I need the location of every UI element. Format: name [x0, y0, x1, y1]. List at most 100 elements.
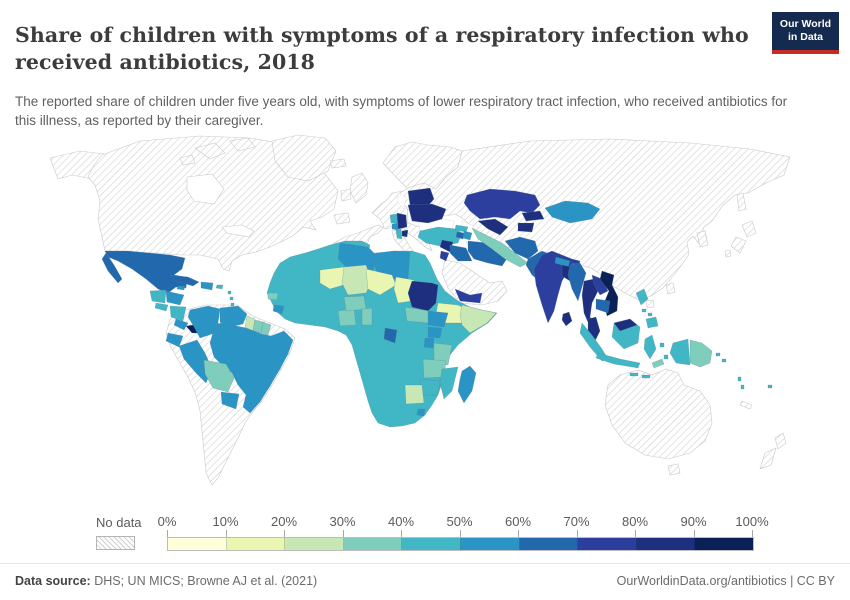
country-myanmar[interactable]	[567, 262, 587, 302]
country-somalia[interactable]	[459, 304, 497, 334]
region-tasmania[interactable]	[667, 463, 681, 476]
country-indonesia-java[interactable]	[595, 352, 641, 369]
country-togo-benin[interactable]	[361, 307, 373, 326]
country-botswana[interactable]	[404, 384, 425, 405]
legend-colorbar[interactable]	[167, 537, 754, 551]
country-mongolia[interactable]	[544, 200, 601, 224]
country-belarus[interactable]	[407, 187, 435, 207]
country-yemen[interactable]	[454, 288, 483, 304]
country-bolivia[interactable]	[203, 359, 235, 393]
legend-no-data-swatch[interactable]	[96, 536, 135, 550]
region-new-caledonia[interactable]	[739, 400, 753, 410]
country-indonesia-sulawesi[interactable]	[643, 334, 657, 360]
region-japan[interactable]	[724, 220, 757, 258]
legend-bin-10-20%[interactable]	[226, 538, 286, 550]
region-new-zealand[interactable]	[759, 432, 787, 470]
country-vanuatu[interactable]	[737, 376, 745, 390]
country-tajikistan[interactable]	[517, 222, 535, 233]
country-mexico[interactable]	[101, 250, 188, 294]
country-nicaragua[interactable]	[169, 305, 187, 322]
attribution-link[interactable]: OurWorldinData.org/antibiotics | CC BY	[616, 574, 835, 588]
country-honduras[interactable]	[165, 290, 185, 306]
region-canada-usa[interactable]	[87, 135, 339, 272]
region-britain[interactable]	[349, 172, 369, 204]
country-cuba[interactable]	[169, 274, 200, 287]
legend-bin-80-90%[interactable]	[636, 538, 696, 550]
country-hispaniola[interactable]	[200, 281, 214, 291]
country-paraguay[interactable]	[220, 391, 240, 410]
country-gabon[interactable]	[383, 327, 398, 344]
region-taiwan[interactable]	[665, 282, 676, 295]
country-puerto-rico[interactable]	[215, 284, 224, 290]
region-ireland[interactable]	[340, 188, 352, 202]
country-guinea-bissau[interactable]	[267, 292, 279, 301]
region-korea[interactable]	[696, 230, 709, 248]
country-sri-lanka[interactable]	[561, 311, 573, 327]
region-australia[interactable]	[604, 368, 713, 460]
country-guatemala[interactable]	[149, 289, 167, 304]
country-madagascar[interactable]	[457, 365, 477, 404]
country-jordan[interactable]	[439, 250, 450, 262]
country-philippines[interactable]	[635, 288, 659, 329]
country-north-macedonia[interactable]	[401, 229, 409, 238]
country-sierra-leone[interactable]	[272, 304, 285, 315]
country-cote-divoire[interactable]	[337, 308, 357, 327]
country-mozambique[interactable]	[439, 366, 459, 400]
country-venezuela[interactable]	[219, 305, 248, 328]
country-kyrgyzstan[interactable]	[521, 210, 545, 222]
region-hainan[interactable]	[645, 299, 655, 309]
country-tanzania[interactable]	[433, 342, 453, 366]
country-niger[interactable]	[365, 268, 397, 296]
country-mali[interactable]	[341, 264, 373, 296]
country-ukraine[interactable]	[407, 203, 447, 224]
country-bosnia[interactable]	[389, 213, 399, 224]
region-sakhalin[interactable]	[736, 192, 747, 212]
country-azerbaijan[interactable]	[462, 230, 473, 241]
legend-tick-mark	[284, 530, 285, 537]
country-albania[interactable]	[395, 228, 403, 240]
country-papua-new-guinea[interactable]	[689, 339, 713, 368]
country-turkey[interactable]	[417, 226, 463, 247]
country-french-guiana[interactable]	[260, 321, 272, 336]
country-costa-rica[interactable]	[173, 318, 189, 331]
country-indonesia-lesser-sunda[interactable]	[629, 342, 669, 379]
legend-bin-50-60%[interactable]	[460, 538, 520, 550]
region-newfoundland[interactable]	[333, 212, 351, 225]
country-brazil[interactable]	[209, 322, 294, 414]
country-montenegro[interactable]	[391, 222, 399, 231]
country-serbia[interactable]	[396, 212, 408, 230]
legend-bin-0-10%[interactable]	[168, 538, 227, 550]
country-kazakhstan[interactable]	[463, 188, 541, 220]
country-south-sudan[interactable]	[427, 310, 449, 328]
region-arctic-islands[interactable]	[179, 137, 256, 166]
country-iraq[interactable]	[449, 244, 473, 262]
legend-bin-40-50%[interactable]	[402, 538, 461, 550]
region-greenland[interactable]	[271, 134, 337, 182]
country-uganda[interactable]	[427, 326, 443, 339]
country-rwanda-burundi[interactable]	[423, 337, 435, 349]
legend-bin-70-80%[interactable]	[578, 538, 637, 550]
country-fiji[interactable]	[767, 384, 773, 389]
country-timor-leste[interactable]	[651, 358, 665, 369]
legend-tick-mark	[401, 530, 402, 537]
country-ecuador[interactable]	[165, 332, 184, 348]
country-cambodia[interactable]	[595, 298, 611, 314]
country-sudan[interactable]	[407, 280, 439, 312]
world-map[interactable]	[0, 133, 850, 508]
country-jamaica[interactable]	[176, 285, 186, 291]
legend-bin-60-70%[interactable]	[519, 538, 579, 550]
country-malaysia-borneo[interactable]	[613, 318, 638, 332]
owid-logo[interactable]: Our World in Data	[772, 12, 839, 54]
legend-bin-30-40%[interactable]	[343, 538, 403, 550]
country-indonesia-west-new-guinea[interactable]	[669, 338, 691, 366]
country-lesotho[interactable]	[416, 408, 426, 417]
country-uzbekistan[interactable]	[477, 218, 509, 236]
legend-bin-20-30%[interactable]	[285, 538, 344, 550]
country-solomon-islands[interactable]	[715, 352, 727, 363]
legend-bin-90-100%[interactable]	[695, 538, 753, 550]
country-afghanistan[interactable]	[504, 236, 539, 260]
country-armenia[interactable]	[455, 231, 465, 240]
country-turkmenistan[interactable]	[471, 227, 529, 268]
region-iceland[interactable]	[329, 158, 347, 169]
country-el-salvador[interactable]	[154, 302, 169, 312]
